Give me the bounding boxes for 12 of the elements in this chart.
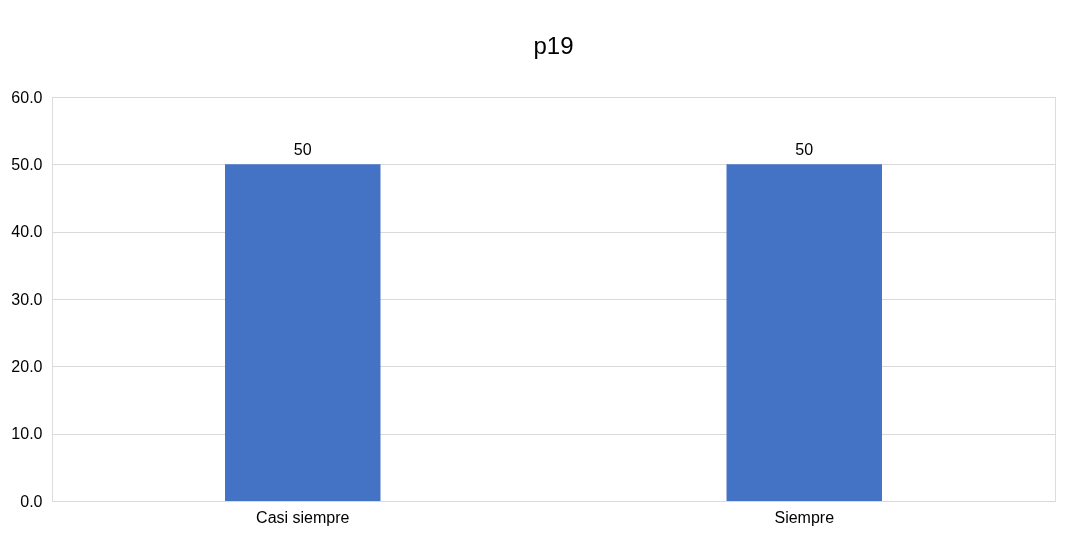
y-tick-label: 30.0 [11, 290, 43, 308]
y-tick-label: 10.0 [11, 425, 43, 443]
y-tick-label: 0.0 [20, 492, 43, 510]
y-tick-label: 50.0 [11, 155, 43, 173]
chart-title: p19 [533, 32, 574, 59]
x-tick-label: Casi siempre [256, 508, 350, 526]
y-tick-label: 20.0 [11, 357, 43, 375]
data-label: 50 [293, 141, 312, 159]
x-tick-label: Siempre [774, 508, 835, 526]
y-tick-label: 40.0 [11, 223, 43, 241]
data-label: 50 [795, 141, 814, 159]
y-tick-label: 60.0 [11, 88, 43, 106]
